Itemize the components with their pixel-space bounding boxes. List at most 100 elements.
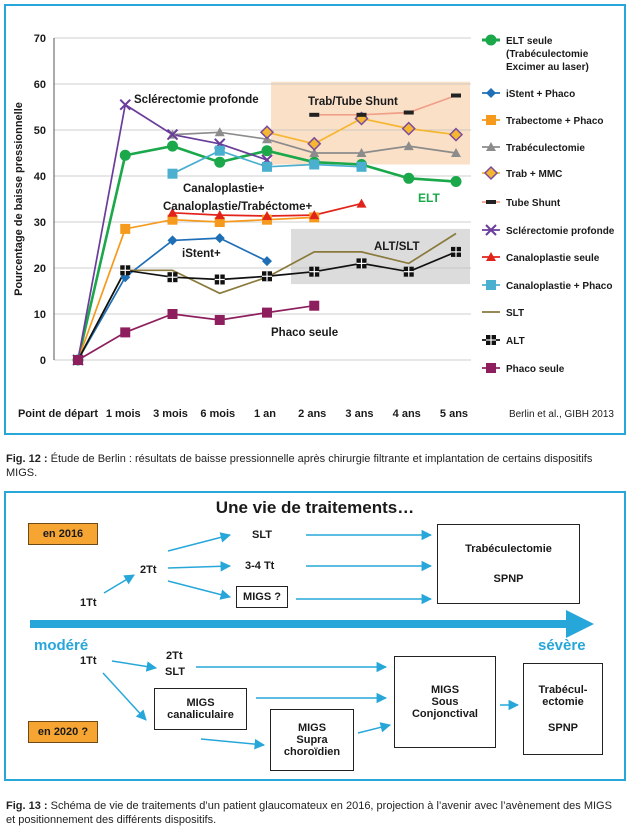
axis-label-moderate: modéré: [34, 637, 89, 654]
y-tick-label: 40: [34, 171, 46, 183]
data-point: [486, 363, 496, 373]
legend-item: [482, 115, 500, 125]
data-point: [119, 149, 131, 161]
series-line: [77, 237, 268, 361]
series-markers: [72, 98, 273, 366]
node-migs-sup-line1: MIGS: [297, 722, 327, 734]
data-point: [259, 125, 275, 140]
legend-item: [482, 165, 500, 181]
node-migs-sc-line2: Sous: [431, 696, 459, 708]
fig12-caption: Fig. 12 : Étude de Berlin : résultats de…: [6, 452, 620, 480]
axis-label-severe: sévère: [538, 637, 586, 654]
data-point: [309, 210, 320, 220]
data-point: [262, 256, 272, 267]
data-point: [167, 214, 178, 225]
data-point: [262, 271, 272, 282]
data-point: [451, 148, 461, 157]
legend-label: Sclérectomie profonde: [506, 226, 615, 237]
data-point: [486, 280, 496, 290]
legend-label: Phaco seule: [506, 364, 565, 375]
data-point: [486, 88, 496, 98]
fig13-panel: Une vie de traitements… en 2016 en 2020 …: [4, 491, 626, 781]
fig13-caption-label: Fig. 13 :: [6, 800, 48, 812]
node-3-4tt: 3-4 Tt: [245, 560, 275, 572]
legend-label: SLT: [506, 308, 524, 319]
annotation-canalo-trab: Canaloplastie/Trabéctome+: [163, 201, 313, 213]
data-point: [214, 156, 226, 168]
y-axis-label: Pourcentage de baisse pressionnelle: [13, 102, 25, 296]
node-1tt-bottom: 1Tt: [80, 655, 97, 667]
data-point: [167, 168, 178, 179]
series-line: [77, 216, 315, 361]
y-tick-label: 20: [34, 263, 46, 275]
data-point: [262, 307, 272, 318]
data-point: [448, 127, 464, 142]
annotation-phaco: Phaco seule: [271, 327, 338, 339]
legend-item: [482, 363, 500, 373]
y-tick-label: 70: [34, 33, 46, 45]
series-tube: [314, 94, 457, 116]
data-point: [214, 145, 225, 156]
x-tick-label: Point de départ: [18, 408, 98, 420]
data-point: [167, 207, 178, 217]
data-point: [401, 121, 416, 136]
data-point: [485, 224, 497, 236]
node-trab-bottom-line2: ectomie: [542, 696, 584, 708]
node-migs-can-line1: MIGS: [186, 697, 215, 709]
series-markers: [309, 93, 461, 117]
series-line: [314, 94, 457, 116]
x-tick-label: 3 ans: [345, 408, 373, 420]
x-tick-label: 6 mois: [200, 408, 235, 420]
x-tick-label: 1 an: [254, 408, 276, 420]
data-point: [120, 265, 131, 276]
annotation-canaloplastie: Canaloplastie+: [183, 183, 265, 195]
data-point: [261, 145, 273, 157]
annotation-istent: iStent+: [182, 248, 221, 260]
data-point: [309, 266, 320, 277]
series-markers: [73, 246, 461, 365]
diagram-title: Une vie de traitements…: [215, 498, 415, 517]
arrow: [103, 574, 135, 594]
data-point: [307, 136, 322, 151]
node-slt-bottom: SLT: [165, 666, 185, 678]
data-point: [120, 327, 131, 338]
node-trab-bottom-line1: Trabécul-: [538, 684, 588, 696]
line-chart: 0 10 20 30 40 50 60 70 Point de départ 1 mois 3 mo…: [13, 33, 615, 420]
severity-axis-bar: [30, 620, 568, 628]
annotation-sclerectomie: Sclérectomie profonde: [134, 94, 259, 106]
data-point: [119, 98, 131, 111]
data-point: [214, 210, 225, 220]
data-point: [486, 335, 496, 345]
data-point: [403, 172, 415, 184]
data-point: [167, 235, 178, 246]
node-migs-sous-conjonctival: MIGS Sous Conjonctival: [394, 656, 496, 748]
data-point: [486, 115, 496, 125]
fig12-caption-label: Fig. 12 :: [6, 453, 48, 465]
data-point: [403, 266, 414, 277]
legend-label: iStent + Phaco: [506, 89, 575, 100]
data-point: [167, 140, 178, 152]
legend-item: [482, 224, 500, 236]
data-point: [309, 148, 320, 157]
data-point: [309, 300, 320, 311]
node-trab-spnp-top: Trabéculectomie SPNP: [437, 524, 580, 604]
data-point: [486, 252, 496, 261]
x-tick-label: 5 ans: [440, 408, 468, 420]
node-migs-sup-line2: Supra: [296, 734, 328, 746]
legend-label: ELT seule: [506, 36, 553, 47]
data-point: [214, 217, 225, 227]
node-migs-question-label: MIGS ?: [243, 591, 281, 603]
annotation-alt-slt: ALT/SLT: [374, 241, 420, 253]
node-trab-spnp-bottom: Trabécul- ectomie SPNP: [523, 663, 603, 755]
legend-label: Canaloplastie seule: [506, 253, 600, 264]
node-migs-sup-line3: choroïdien: [283, 746, 341, 758]
data-point: [356, 148, 367, 157]
legend-item: [482, 280, 500, 290]
source-note: Berlin et al., GIBH 2013: [509, 409, 614, 420]
data-point: [309, 112, 320, 117]
data-point-stroke: [485, 224, 497, 236]
annotation-trab-tube: Trab/Tube Shunt: [308, 96, 398, 108]
node-trab-top-label: Trabéculectomie: [465, 543, 552, 555]
x-tick-label: 1 mois: [106, 408, 141, 420]
data-point: [262, 211, 272, 221]
